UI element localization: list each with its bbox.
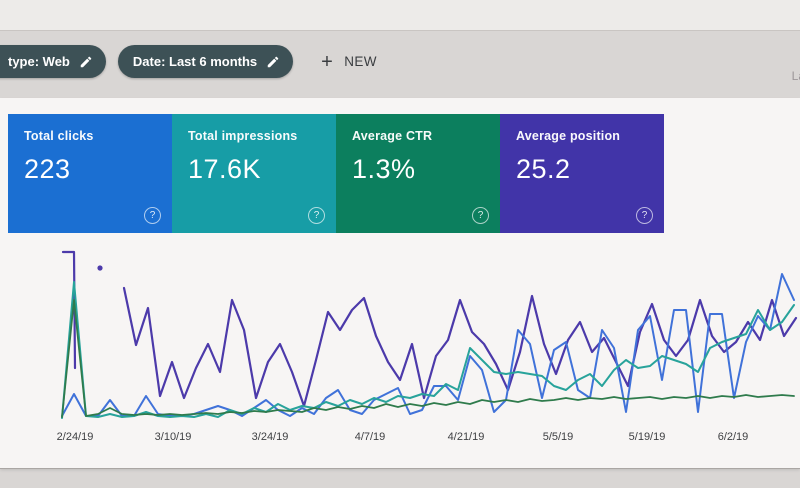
last-updated-partial-text: La <box>791 69 800 83</box>
metric-card-label: Average position <box>516 129 621 143</box>
metric-card-value: 1.3% <box>352 154 416 184</box>
help-icon[interactable]: ? <box>308 207 325 224</box>
date-filter-chip-label: Date: Last 6 months <box>132 54 258 69</box>
x-axis-label: 3/10/19 <box>154 431 192 443</box>
search-type-chip[interactable]: type: Web <box>0 45 106 78</box>
x-axis-label: 4/21/19 <box>447 431 485 443</box>
chart-line-impressions <box>122 286 798 408</box>
screen-top-strip <box>0 0 800 31</box>
x-axis-label: 3/24/19 <box>251 431 289 443</box>
metric-cards: Total clicks 223? Total impressions 17.6K? A… <box>8 114 664 233</box>
help-icon[interactable]: ? <box>144 207 161 224</box>
chart-point-impressions <box>97 265 103 271</box>
plus-icon: + <box>321 50 334 73</box>
chart-line-impressions <box>61 250 77 370</box>
help-icon[interactable]: ? <box>636 207 653 224</box>
filter-chips: type: Web Date: Last 6 months + NEW <box>0 45 377 78</box>
metric-card-total-clicks[interactable]: Total clicks 223? <box>8 114 172 233</box>
metric-card-label: Total impressions <box>188 129 298 143</box>
date-filter-chip[interactable]: Date: Last 6 months <box>117 45 294 78</box>
x-axis-labels: 2/24/19 3/10/19 3/24/19 4/7/19 4/21/19 5/5/19… <box>0 431 800 451</box>
metric-card-total-impressions[interactable]: Total impressions 17.6K? <box>172 114 336 233</box>
chart-line-position <box>61 299 795 418</box>
filter-toolbar: type: Web Date: Last 6 months + NEW La <box>0 31 800 98</box>
new-filter-button[interactable]: + NEW <box>321 52 377 72</box>
search-type-chip-label: type: Web <box>8 54 70 69</box>
metric-card-label: Average CTR <box>352 129 433 143</box>
metric-card-value: 17.6K <box>188 154 262 184</box>
metric-card-average-position[interactable]: Average position 25.2? <box>500 114 664 233</box>
metric-card-label: Total clicks <box>24 129 94 143</box>
metric-card-average-ctr[interactable]: Average CTR 1.3%? <box>336 114 500 233</box>
help-icon[interactable]: ? <box>472 207 489 224</box>
metric-card-value: 223 <box>24 154 71 184</box>
x-axis-label: 4/7/19 <box>354 431 386 443</box>
edit-pencil-icon[interactable] <box>266 55 280 69</box>
edit-pencil-icon[interactable] <box>79 55 93 69</box>
chart-line-ctr <box>61 281 795 419</box>
metric-card-value: 25.2 <box>516 154 571 184</box>
x-axis-label: 5/5/19 <box>542 431 574 443</box>
x-axis-label: 5/19/19 <box>628 431 666 443</box>
x-axis-label: 2/24/19 <box>56 431 94 443</box>
new-filter-label: NEW <box>344 54 377 69</box>
x-axis-label: 6/2/19 <box>717 431 749 443</box>
